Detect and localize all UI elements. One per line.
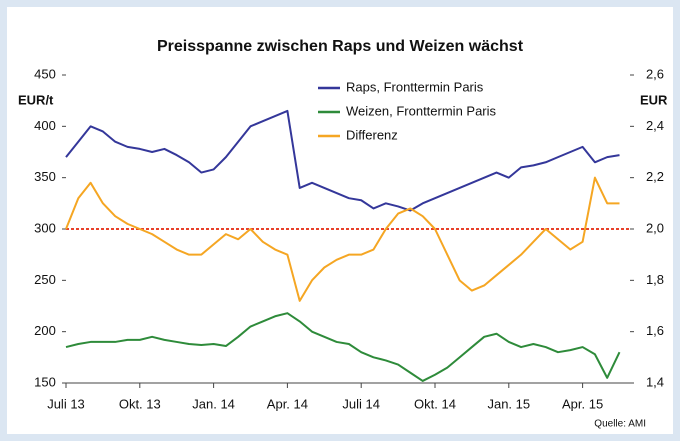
y-tick-label: 400 <box>34 118 56 133</box>
y2-tick-label: 2,6 <box>646 66 664 81</box>
y-tick-label: 200 <box>34 323 56 338</box>
x-tick-label: Juli 14 <box>342 396 380 411</box>
y-tick-label: 250 <box>34 272 56 287</box>
x-tick-label: Okt. 14 <box>414 396 456 411</box>
y2-tick-label: 1,6 <box>646 323 664 338</box>
y2-tick-label: 1,8 <box>646 272 664 287</box>
y-axis-label: EUR/t <box>18 92 54 107</box>
x-tick-label: Apr. 14 <box>267 396 308 411</box>
y2-tick-label: 2,2 <box>646 169 664 184</box>
y2-tick-label: 1,4 <box>646 374 664 389</box>
y-tick-label: 150 <box>34 374 56 389</box>
series-line <box>65 312 621 382</box>
series-line <box>65 176 620 302</box>
y2-tick-label: 2,0 <box>646 220 664 235</box>
legend-label: Weizen, Fronttermin Paris <box>346 103 497 118</box>
y-tick-label: 450 <box>34 66 56 81</box>
x-tick-label: Okt. 13 <box>119 396 161 411</box>
source: Quelle: AMI <box>594 419 646 430</box>
y2-tick-label: 2,4 <box>646 118 664 133</box>
x-tick-label: Jan. 14 <box>192 396 235 411</box>
legend-label: Raps, Fronttermin Paris <box>346 79 484 94</box>
x-tick-label: Apr. 15 <box>562 396 603 411</box>
y2-axis-label: EUR <box>640 92 668 107</box>
x-tick-label: Jan. 15 <box>487 396 530 411</box>
y-tick-label: 300 <box>34 220 56 235</box>
panel <box>7 7 673 434</box>
series-line <box>65 109 620 212</box>
legend-label: Differenz <box>346 127 398 142</box>
x-tick-label: Juli 13 <box>47 396 85 411</box>
chart-title: Preisspanne zwischen Raps und Weizen wäc… <box>157 38 524 55</box>
y-tick-label: 350 <box>34 169 56 184</box>
